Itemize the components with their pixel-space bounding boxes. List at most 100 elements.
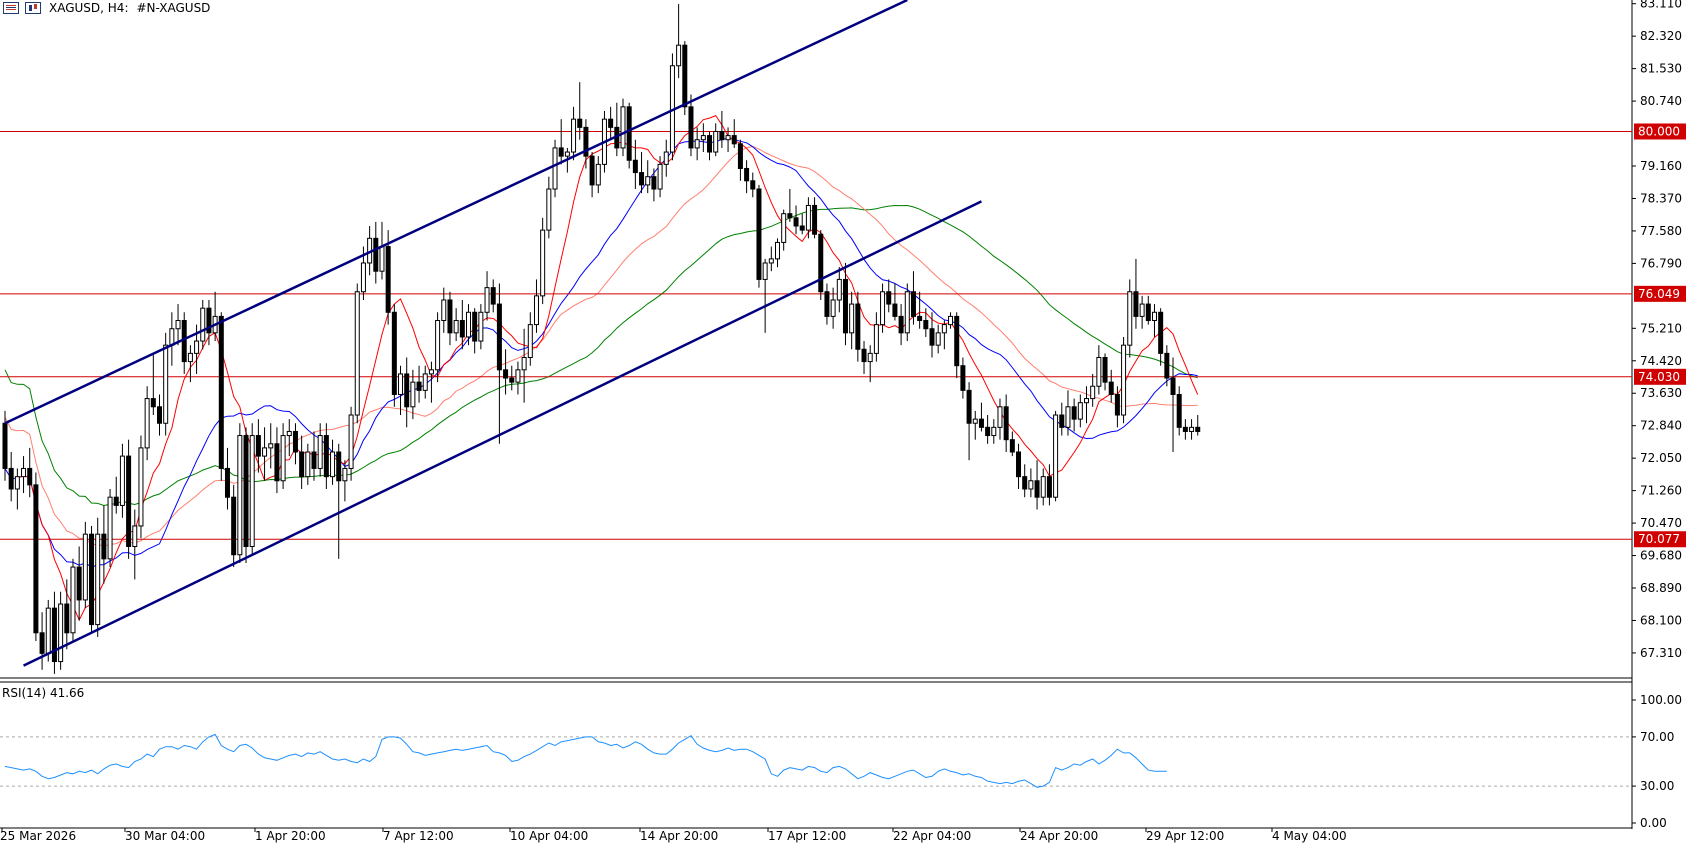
candle-up — [249, 435, 255, 548]
candle-down — [101, 533, 107, 560]
candle-up — [713, 130, 719, 153]
candle-down — [299, 451, 305, 478]
price-tick-label: 68.890 — [1640, 581, 1682, 595]
candle-up — [58, 603, 64, 663]
candle-up — [330, 451, 336, 478]
price-tick-label: 72.840 — [1640, 419, 1682, 433]
candle-down — [27, 467, 33, 486]
rsi-tick-label: 70.00 — [1640, 730, 1674, 744]
candle-up — [694, 139, 700, 149]
candle-up — [95, 533, 101, 626]
candle-down — [1114, 393, 1120, 416]
candle-down — [793, 217, 799, 227]
candle-down — [1059, 414, 1065, 428]
candle-up — [972, 418, 978, 424]
symbol-timeframe: XAGUSD, H4: — [49, 1, 129, 15]
candle-down — [1016, 451, 1022, 478]
ma-slow-line — [4, 204, 1198, 507]
candle-up — [676, 44, 682, 67]
candle-up — [768, 258, 774, 264]
menu-icon[interactable] — [3, 2, 19, 14]
candle-down — [898, 315, 904, 334]
rsi-label: RSI(14) 41.66 — [2, 686, 84, 700]
candle-up — [163, 344, 169, 424]
chart-type-icon[interactable] — [25, 2, 41, 14]
candle-down — [929, 328, 935, 346]
candle-down — [985, 426, 991, 437]
price-tick-label: 77.580 — [1640, 224, 1682, 238]
symbol-description: #N-XAGUSD — [136, 1, 211, 15]
candle-down — [1046, 476, 1052, 498]
candle-up — [280, 435, 286, 482]
candle-up — [775, 241, 780, 260]
candle-up — [317, 435, 323, 469]
candle-down — [1170, 377, 1176, 395]
candle-down — [76, 566, 82, 601]
level-badge-label: 80.000 — [1638, 124, 1680, 138]
candle-down — [799, 225, 805, 231]
candle-up — [595, 163, 601, 186]
level-badge[interactable] — [1634, 368, 1686, 385]
candle-up — [144, 398, 150, 449]
candle-down — [577, 118, 583, 128]
candle-up — [21, 467, 27, 478]
price-tick-label: 80.740 — [1640, 94, 1682, 108]
candle-down — [583, 126, 589, 157]
candle-down — [731, 135, 737, 145]
candle-down — [472, 311, 478, 342]
candle-up — [200, 307, 206, 342]
candle-up — [169, 328, 175, 346]
candle-down — [744, 167, 750, 182]
candle-down — [719, 130, 725, 141]
candle-up — [410, 381, 416, 408]
candle-up — [354, 291, 360, 416]
candle-down — [966, 389, 972, 424]
rsi-line — [4, 733, 1167, 788]
candle-up — [422, 373, 428, 391]
candle-down — [855, 303, 861, 350]
candle-up — [132, 525, 138, 548]
candle-up — [1065, 406, 1071, 428]
channel-lower-line[interactable] — [22, 200, 982, 667]
level-badge[interactable] — [1634, 285, 1686, 302]
time-tick-label: 17 Apr 12:00 — [768, 829, 846, 843]
candle-up — [360, 262, 366, 293]
candle-down — [1071, 406, 1077, 420]
time-tick-label: 7 Apr 12:00 — [383, 829, 454, 843]
rsi-tick-label: 100.00 — [1640, 693, 1682, 707]
candle-down — [812, 204, 818, 235]
candle-down — [224, 467, 230, 498]
candle-up — [849, 303, 855, 334]
candle-down — [64, 603, 70, 634]
candle-up — [478, 311, 484, 342]
candle-down — [1176, 393, 1182, 428]
level-badge-label: 70.077 — [1638, 532, 1680, 546]
candle-up — [379, 246, 385, 272]
candle-down — [1009, 439, 1015, 453]
candle-up — [1096, 356, 1102, 387]
candle-down — [558, 147, 564, 157]
candle-up — [1139, 303, 1145, 317]
candle-down — [385, 246, 391, 313]
candle-down — [459, 320, 465, 338]
channel-upper-line[interactable] — [4, 0, 908, 425]
candle-down — [2, 422, 8, 469]
candle-down — [391, 311, 397, 395]
candle-down — [824, 291, 830, 317]
candle-up — [45, 607, 51, 654]
candle-up — [268, 443, 274, 449]
candle-up — [941, 324, 947, 334]
level-badge[interactable] — [1634, 531, 1686, 548]
candle-up — [948, 315, 954, 326]
candle-down — [639, 172, 645, 186]
candle-down — [861, 348, 867, 363]
candle-up — [1121, 344, 1127, 416]
candle-up — [904, 291, 910, 334]
candle-down — [126, 455, 132, 548]
candle-up — [880, 291, 886, 326]
candle-up — [262, 447, 268, 457]
candle-down — [157, 406, 162, 424]
level-badge[interactable] — [1634, 123, 1686, 140]
candle-down — [750, 180, 756, 190]
candle-up — [453, 320, 459, 334]
